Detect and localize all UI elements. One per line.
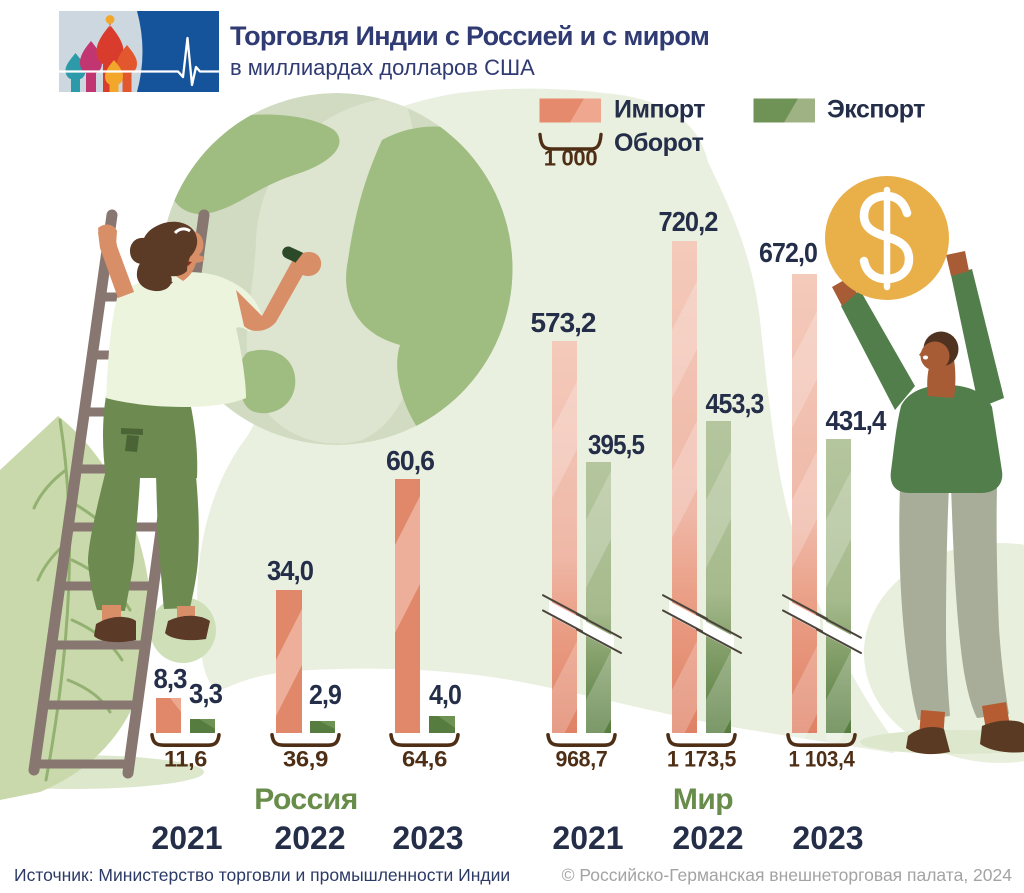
svg-text:2,9: 2,9 (309, 679, 341, 710)
svg-text:Мир: Мир (673, 783, 733, 816)
svg-text:1 173,5: 1 173,5 (667, 747, 736, 772)
svg-text:573,2: 573,2 (531, 307, 596, 338)
svg-text:36,9: 36,9 (283, 747, 328, 772)
svg-text:672,0: 672,0 (759, 237, 817, 268)
svg-text:2023: 2023 (792, 820, 863, 856)
svg-text:395,5: 395,5 (588, 429, 644, 460)
svg-text:3,3: 3,3 (189, 678, 222, 709)
svg-text:2021: 2021 (151, 820, 222, 856)
svg-text:Россия: Россия (254, 783, 358, 816)
svg-text:2022: 2022 (274, 820, 345, 856)
svg-text:431,4: 431,4 (826, 405, 887, 436)
svg-text:60,6: 60,6 (386, 445, 434, 476)
svg-text:453,3: 453,3 (706, 388, 764, 419)
svg-text:Торговля Индии с Россией и с м: Торговля Индии с Россией и с миром (230, 21, 709, 51)
svg-text:34,0: 34,0 (267, 555, 313, 586)
svg-text:1 103,4: 1 103,4 (789, 747, 856, 772)
svg-text:64,6: 64,6 (402, 747, 447, 772)
svg-text:4,0: 4,0 (429, 679, 461, 710)
svg-text:11,6: 11,6 (164, 747, 207, 772)
svg-text:720,2: 720,2 (659, 206, 718, 237)
svg-text:Импорт: Импорт (614, 96, 705, 124)
svg-text:2023: 2023 (392, 820, 463, 856)
svg-text:© Российско-Германская внешнет: © Российско-Германская внешнеторговая па… (562, 865, 1013, 885)
svg-text:Оборот: Оборот (614, 129, 704, 157)
svg-text:2021: 2021 (552, 820, 623, 856)
svg-text:Источник: Министерство торговл: Источник: Министерство торговли и промыш… (14, 865, 510, 885)
svg-text:Экспорт: Экспорт (827, 96, 925, 124)
svg-text:8,3: 8,3 (154, 663, 187, 694)
svg-text:968,7: 968,7 (556, 747, 608, 772)
svg-text:2022: 2022 (672, 820, 743, 856)
svg-text:в миллиардах долларов США: в миллиардах долларов США (230, 55, 535, 80)
